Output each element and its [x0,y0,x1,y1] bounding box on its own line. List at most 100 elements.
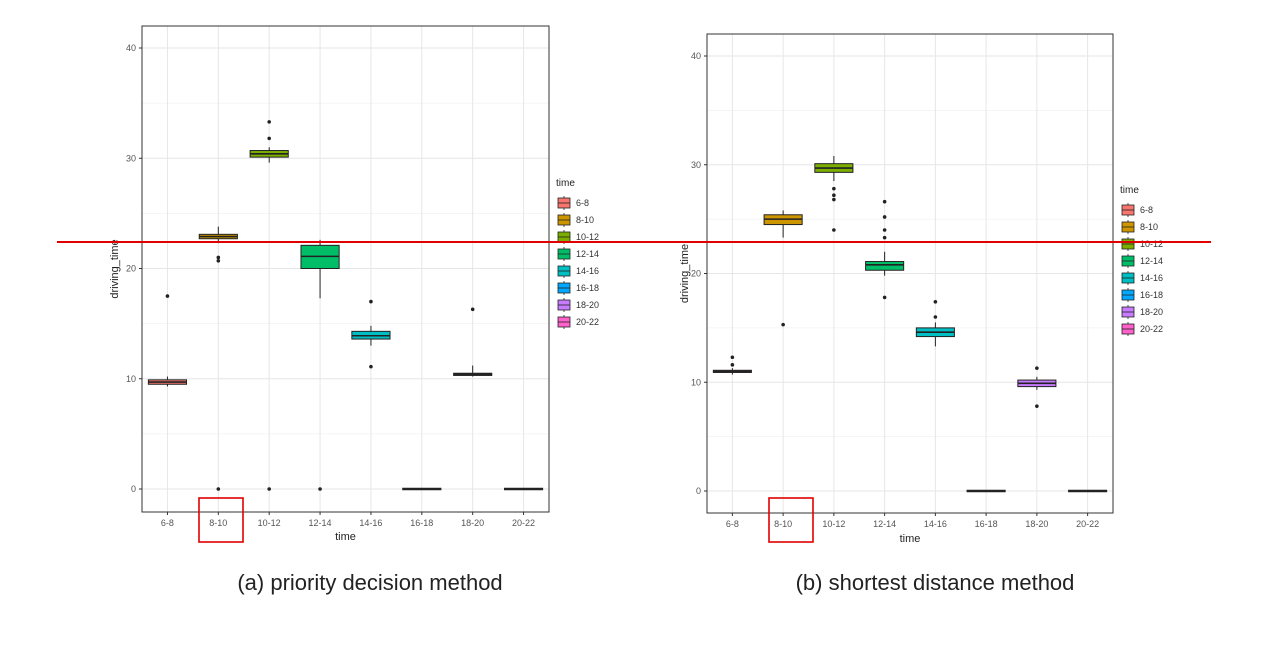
outlier-point [318,487,322,491]
grid [707,34,1113,513]
box-8-10 [198,226,238,491]
outlier-point [730,355,735,360]
y-tick-label: 20 [691,269,701,279]
outlier-point [165,294,170,298]
x-tick-label: 16-18 [410,518,433,528]
x-tick-label: 10-12 [258,518,281,528]
x-tick-label: 12-14 [873,519,896,529]
outlier-point [730,363,735,367]
legend-label: 6-8 [1140,205,1153,215]
box-16-18 [402,487,442,491]
outlier-point [216,255,221,260]
legend-label: 20-22 [1140,324,1163,334]
outlier-point [267,136,271,141]
legend-label: 18-20 [576,300,599,310]
legend-label: 16-18 [576,283,599,293]
box-6-8 [712,355,752,375]
highlight-box-panel-a [198,497,244,543]
y-tick-label: 10 [691,377,701,387]
caption-panel-b: (b) shortest distance method [796,570,1075,595]
outlier-point [781,322,785,327]
box-iqr [865,261,905,271]
legend-title: time [556,178,575,189]
x-tick-label: 8-10 [209,518,227,528]
outlier-point [216,487,221,491]
y-axis-title: driving_time [679,244,691,303]
x-tick-label: 12-14 [309,518,332,528]
x-tick-label: 10-12 [822,519,845,529]
x-axis-title: time [900,533,921,545]
panel-priority-decision: 0 10 20 30 40 6-8 8-10 10-12 12-14 14-16 16-18 18-2… [109,25,599,543]
outlier-point [1035,404,1039,408]
legend-label: 20-22 [576,317,599,327]
annotations [57,241,1211,543]
outlier-point [933,315,938,319]
panel-shortest-distance: 0 10 20 30 40 6-8 8-10 10-12 12-14 14-16 16-18 18-2… [679,33,1163,545]
y-tick-label: 20 [126,264,136,274]
legend-label: 8-10 [1140,222,1158,232]
outlier-point [1035,366,1039,370]
outlier-point [470,307,475,312]
legend-label: 6-8 [576,198,589,208]
legend-label: 10-12 [1140,239,1163,249]
legend-label: 18-20 [1140,307,1163,317]
caption-panel-a: (a) priority decision method [237,570,502,595]
outlier-point [933,299,938,304]
x-axis-title: time [335,531,356,543]
box-10-12 [814,156,854,232]
y-axis-title: driving_time [109,239,121,298]
legend-label: 8-10 [576,215,594,225]
x-tick-label: 20-22 [1076,519,1099,529]
outlier-point [882,228,887,232]
outlier-point [369,299,373,304]
outlier-point [267,487,271,491]
box-12-14 [865,199,905,300]
outlier-point [832,186,836,191]
outlier-point [832,197,836,202]
y-tick-label: 10 [126,374,136,384]
x-tick-label: 16-18 [975,519,998,529]
box-20-22 [1068,489,1108,493]
x-tick-label: 6-8 [161,518,174,528]
outlier-point [267,120,271,124]
legend-label: 14-16 [576,266,599,276]
legend-label: 12-14 [576,249,599,259]
box-14-16 [351,299,391,369]
y-tick-label: 0 [131,484,136,494]
outlier-point [882,235,887,240]
box-18-20 [453,307,493,377]
x-tick-label: 6-8 [726,519,739,529]
highlight-box-panel-b [768,497,814,543]
x-tick-label: 18-20 [1025,519,1048,529]
x-tick-label: 18-20 [461,518,484,528]
y-tick-label: 30 [691,160,701,170]
outlier-point [832,228,836,232]
x-tick-label: 8-10 [774,519,792,529]
legend-label: 10-12 [576,232,599,242]
box-10-12 [249,120,289,491]
y-tick-label: 0 [696,486,701,496]
outlier-point [882,295,887,300]
outlier-point [882,199,887,204]
box-12-14 [300,239,340,491]
legend-label: 14-16 [1140,273,1163,283]
y-tick-label: 40 [691,51,701,61]
legend-label: 12-14 [1140,256,1163,266]
x-tick-label: 14-16 [359,518,382,528]
box-8-10 [763,210,803,327]
box-18-20 [1017,366,1057,408]
legend-label: 16-18 [1140,290,1163,300]
legend-title: time [1120,185,1139,196]
outlier-point [832,193,836,197]
x-tick-label: 20-22 [512,518,535,528]
y-tick-label: 30 [126,153,136,163]
box-16-18 [966,489,1006,493]
box-20-22 [503,487,544,491]
outlier-point [369,364,373,369]
x-tick-label: 14-16 [924,519,947,529]
outlier-point [216,258,221,263]
y-tick-label: 40 [126,43,136,53]
box-14-16 [915,299,955,347]
